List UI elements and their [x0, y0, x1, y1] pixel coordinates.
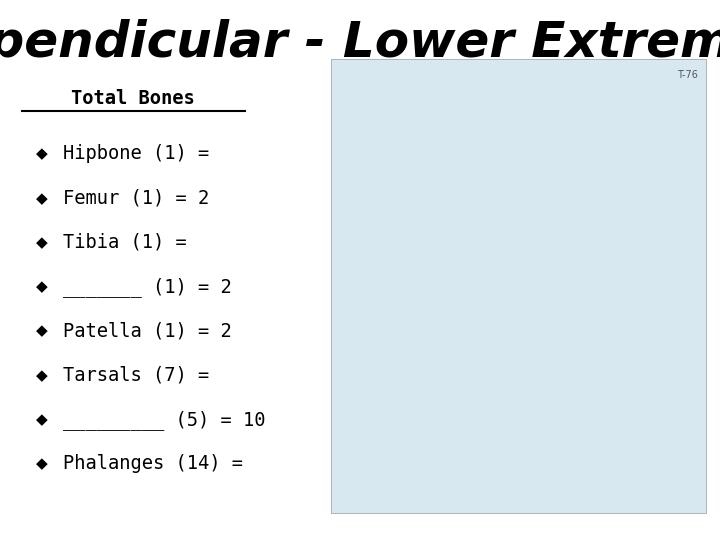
Text: Appendicular - Lower Extremity: Appendicular - Lower Extremity	[0, 19, 720, 67]
Text: ◆: ◆	[36, 279, 48, 294]
Text: Tarsals (7) =: Tarsals (7) =	[63, 366, 221, 385]
Text: ◆: ◆	[36, 456, 48, 471]
Text: Total Bones: Total Bones	[71, 89, 195, 108]
Text: ◆: ◆	[36, 412, 48, 427]
FancyBboxPatch shape	[331, 59, 706, 513]
Text: ◆: ◆	[36, 235, 48, 250]
Text: _________ (5) = 10: _________ (5) = 10	[63, 410, 266, 429]
Text: Tibia (1) =: Tibia (1) =	[63, 233, 199, 252]
Text: ◆: ◆	[36, 146, 48, 161]
Text: Phalanges (14) =: Phalanges (14) =	[63, 454, 255, 474]
Text: ◆: ◆	[36, 368, 48, 383]
Text: Patella (1) = 2: Patella (1) = 2	[63, 321, 232, 341]
Text: T-76: T-76	[678, 70, 698, 80]
Text: Hipbone (1) =: Hipbone (1) =	[63, 144, 221, 164]
Text: ◆: ◆	[36, 323, 48, 339]
Text: _______ (1) = 2: _______ (1) = 2	[63, 277, 232, 296]
Text: Femur (1) = 2: Femur (1) = 2	[63, 188, 210, 208]
Text: ◆: ◆	[36, 191, 48, 206]
